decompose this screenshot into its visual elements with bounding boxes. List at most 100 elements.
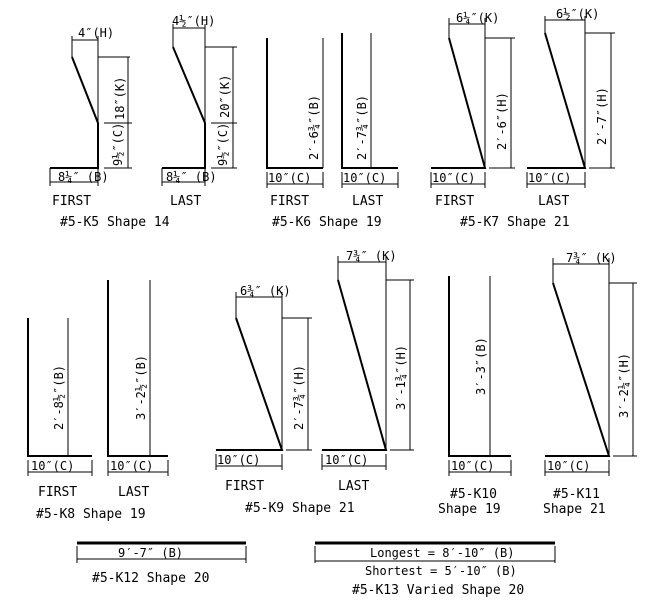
k11-caption-line1: #5-K11: [553, 487, 600, 502]
k5-last-top-label: 4½″(H): [172, 14, 215, 28]
k9-first-shape: [216, 317, 284, 451]
k5-last-base-label: 8¼″ (B): [166, 170, 217, 184]
k8-last-base-dim: [107, 460, 169, 476]
k8-last-shape: [107, 280, 168, 457]
k7-last-top-label: 6½″(K): [556, 7, 599, 21]
k9-last-bar: 7¾″ (K) 3′-1¾″(H) 10″(C) LAST: [321, 249, 414, 494]
k10-vertical-label: 3′-3″(B): [474, 337, 488, 395]
k13-longest-label: Longest = 8′-10″ (B): [370, 546, 515, 560]
k7-first-top-label: 6¼″(K): [456, 11, 499, 25]
k10-caption-line1: #5-K10: [450, 487, 497, 502]
k7-last-vertical-label: 2′-7″(H): [595, 87, 609, 145]
k5-last-base-dim: [161, 168, 206, 186]
k9-first-vertical-label: 2′-7¾″(H): [292, 365, 306, 430]
k5-first-top-label: 4″(H): [78, 26, 114, 40]
k5-first-hook-label: 9½″(C): [111, 123, 125, 166]
k5-first-shape: [50, 56, 99, 169]
k7-first-vertical-dim: [485, 37, 515, 169]
k11-caption-line2: Shape 21: [543, 502, 606, 517]
k7-first-label: FIRST: [435, 194, 474, 209]
k9-last-vertical-dim: [386, 279, 414, 451]
k9-first-vertical-dim: [282, 317, 312, 451]
k7-last-base-label: 10″(C): [528, 171, 571, 185]
k13-bar: Longest = 8′-10″ (B) Shortest = 5′-10″ (…: [314, 541, 556, 578]
k5-first-label: FIRST: [52, 194, 91, 209]
k5-first-top-dim: [71, 36, 99, 123]
k7-first-base-dim: [430, 172, 486, 188]
k8-last-base-label: 10″(C): [110, 459, 153, 473]
k12-length-label: 9′-7″ (B): [118, 546, 183, 560]
k11-base-dim: [544, 460, 610, 476]
k9-first-top-label: 6¾″ (K): [240, 284, 291, 298]
k11-top-label: 7¾″ (K): [566, 251, 617, 265]
k6-first-shape: [266, 38, 323, 169]
k10-caption-line2: Shape 19: [438, 502, 501, 517]
k7-last-vertical-dim: [585, 32, 615, 169]
k12-length-dim: [76, 546, 247, 563]
k6-first-vertical-label: 2′-6¾″(B): [307, 95, 321, 160]
k6-first-base-dim: [266, 172, 324, 188]
k6-last-base-label: 10″(C): [343, 171, 386, 185]
k7-last-label: LAST: [538, 194, 569, 209]
k11-vertical-label: 3′-2¼″(H): [617, 353, 631, 418]
k7-last-shape: [527, 32, 587, 169]
k8-first-base-dim: [27, 460, 93, 476]
k7-last-bar: 6½″(K) 2′-7″(H) 10″(C) LAST: [526, 7, 615, 209]
k5-last-hook-dim: [211, 123, 237, 169]
k8-first-label: FIRST: [38, 485, 77, 500]
k9-first-base-dim: [215, 454, 283, 470]
k9-last-base-label: 10″(C): [325, 453, 368, 467]
k10-base-dim: [448, 460, 512, 476]
k8-first-vertical-label: 2′-8½″(B): [52, 365, 66, 430]
k9-last-shape: [322, 279, 388, 451]
k5-first-base-label: 8¼″ (B): [58, 170, 109, 184]
k7-first-bar: 6¼″(K) 2′-6″(H) 10″(C) FIRST: [430, 11, 515, 209]
k9-first-top-dim: [235, 292, 283, 450]
k11-vertical-dim: [609, 282, 637, 457]
k5-last-top-dim: [172, 24, 206, 123]
k5-first-bar: 4″(H) 18″(K) 9½″(C) 8¼″ (B) FIRST: [49, 26, 132, 209]
k6-first-label: FIRST: [270, 194, 309, 209]
k12-bar: 9′-7″ (B): [76, 541, 247, 563]
k7-last-top-dim: [544, 16, 586, 168]
k7-first-top-dim: [448, 18, 486, 168]
k6-last-bar: 2′-7¾″(B) 10″(C) LAST: [341, 33, 399, 209]
k5-caption: #5-K5 Shape 14: [60, 215, 170, 230]
k13-longest-dim: [314, 546, 556, 563]
k10-base-label: 10″(C): [451, 459, 494, 473]
k8-last-bar: 3′-2½″(B) 10″(C) LAST: [107, 280, 169, 500]
k5-last-hook-label: 9½″(C): [216, 123, 230, 166]
k6-last-base-dim: [341, 172, 399, 188]
k5-last-shape: [162, 46, 206, 169]
k8-caption: #5-K8 Shape 19: [36, 507, 146, 522]
k8-first-base-label: 10″(C): [31, 459, 74, 473]
k7-first-shape: [431, 37, 487, 169]
k5-first-vertical-label: 18″(K): [113, 77, 127, 120]
k7-last-base-dim: [526, 172, 586, 188]
k11-bar: 7¾″ (K) 3′-2¼″(H) 10″(C): [544, 251, 637, 476]
k5-first-vertical-dim: [98, 56, 132, 124]
k9-first-base-label: 10″(C): [217, 453, 260, 467]
k5-first-base-dim: [49, 168, 99, 186]
k7-caption: #5-K7 Shape 21: [460, 215, 570, 230]
k8-first-shape: [27, 318, 92, 457]
k5-last-bar: 4½″(H) 20″(K) 9½″(C) 8¼″ (B) LAST: [161, 14, 237, 209]
k6-last-label: LAST: [352, 194, 383, 209]
k9-last-top-label: 7¾″ (K): [346, 249, 397, 263]
k11-shape: [545, 282, 611, 457]
k6-last-shape: [341, 33, 398, 169]
k8-first-bar: 2′-8½″(B) 10″(C) FIRST: [27, 318, 93, 500]
k12-caption: #5-K12 Shape 20: [92, 571, 209, 586]
k9-last-label: LAST: [338, 479, 369, 494]
k13-shortest-label: Shortest = 5′-10″ (B): [365, 564, 517, 578]
k9-caption: #5-K9 Shape 21: [245, 501, 355, 516]
k5-first-hook-dim: [104, 123, 132, 169]
k11-base-label: 10″(C): [547, 459, 590, 473]
k9-last-vertical-label: 3′-1¾″(H): [394, 345, 408, 410]
k6-caption: #5-K6 Shape 19: [272, 215, 382, 230]
k9-first-bar: 6¾″ (K) 2′-7¾″(H) 10″(C) FIRST: [215, 284, 312, 494]
k10-bar: 3′-3″(B) 10″(C): [448, 276, 512, 476]
k8-last-label: LAST: [118, 485, 149, 500]
k8-last-vertical-label: 3′-2½″(B): [134, 355, 148, 420]
